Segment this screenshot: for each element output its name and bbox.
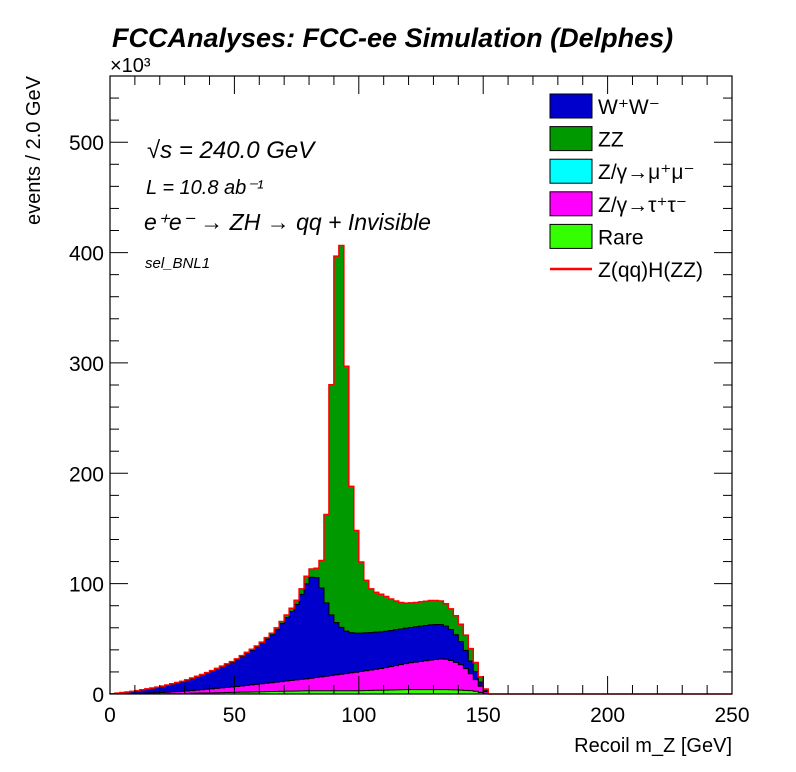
annotation-process: e⁺e⁻ → ZH → qq + Invisible	[144, 209, 431, 235]
legend-swatch-zz	[549, 126, 593, 152]
chart-title: FCCAnalyses: FCC-ee Simulation (Delphes)	[112, 23, 673, 53]
y-tick-label: 100	[69, 574, 104, 597]
legend-label-w-w: W⁺W⁻	[598, 96, 660, 119]
x-tick-label: 50	[223, 704, 246, 727]
legend-label-rare: Rare	[598, 226, 644, 249]
legend-swatch-z	[549, 191, 593, 217]
annotation-energy: √s = 240.0 GeV	[147, 137, 316, 164]
x-tick-label: 150	[466, 704, 501, 727]
y-multiplier-label: ×10³	[110, 55, 151, 77]
y-axis-title: events / 2.0 GeV	[23, 75, 45, 225]
axis-ticks: 0 50 100 150 200 250 0 100 200 300 400 500	[69, 75, 750, 727]
legend-swatch-z	[549, 158, 593, 184]
legend-label-z: Z/γ→τ⁺τ⁻	[598, 194, 687, 217]
legend-swatch-w-w	[549, 93, 593, 119]
legend-label-zz: ZZ	[598, 129, 624, 152]
x-tick-label: 0	[104, 704, 116, 727]
legend-label-z-qq-h-zz: Z(qq)H(ZZ)	[598, 259, 703, 282]
legend: W⁺W⁻ ZZ Z/γ→μ⁺μ⁻ Z/γ→τ⁺τ⁻ Rare Z(qq)H(ZZ)	[549, 93, 703, 282]
x-tick-label: 250	[714, 704, 749, 727]
annotation-lumi: L = 10.8 ab⁻¹	[146, 177, 264, 199]
y-tick-label: 500	[69, 132, 104, 155]
y-tick-label: 200	[69, 463, 104, 486]
x-axis-title: Recoil m_Z [GeV]	[574, 735, 732, 757]
legend-swatch-rare	[549, 223, 593, 249]
x-tick-label: 200	[590, 704, 625, 727]
y-tick-label: 0	[92, 684, 104, 707]
stacked-histogram	[109, 244, 732, 695]
x-tick-label: 100	[341, 704, 376, 727]
y-tick-label: 300	[69, 353, 104, 376]
legend-label-z: Z/γ→μ⁺μ⁻	[598, 161, 695, 184]
y-tick-label: 400	[69, 243, 104, 266]
annotation-selection: sel_BNL1	[145, 255, 210, 272]
